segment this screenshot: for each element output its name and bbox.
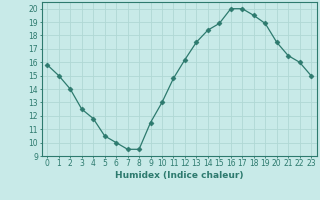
X-axis label: Humidex (Indice chaleur): Humidex (Indice chaleur) [115, 171, 244, 180]
